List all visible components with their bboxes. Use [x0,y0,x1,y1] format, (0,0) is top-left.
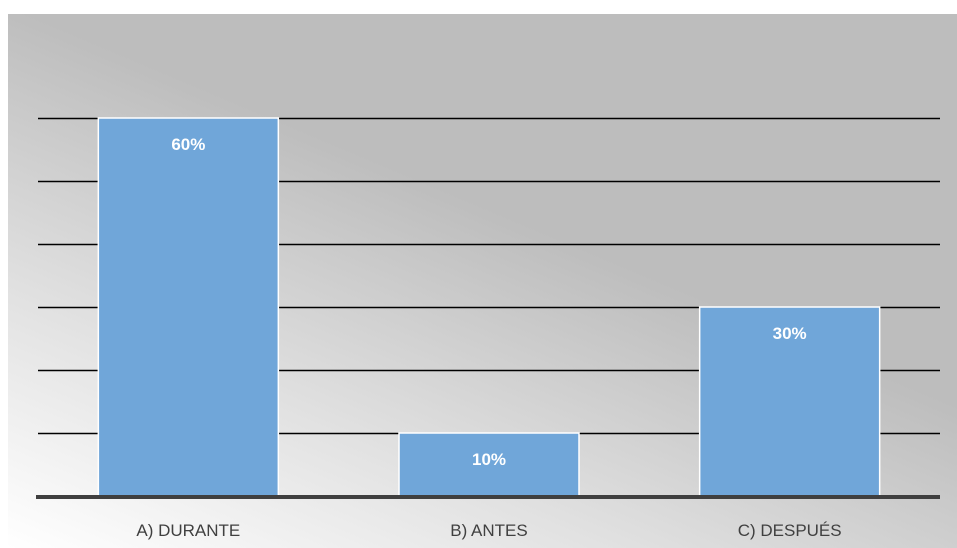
data-label-2: 10% [472,450,506,469]
labels: 60% A) DURANTE 10% B) ANTES 30% C) DESPUÉS [136,135,841,540]
x-tick-label-1: A) DURANTE [136,521,240,540]
data-label-1: 60% [171,135,205,154]
data-label-3: 30% [773,324,807,343]
bar-1 [97,117,280,497]
bars [97,117,881,497]
x-tick-label-2: B) ANTES [450,521,527,540]
x-tick-label-3: C) DESPUÉS [738,521,842,540]
